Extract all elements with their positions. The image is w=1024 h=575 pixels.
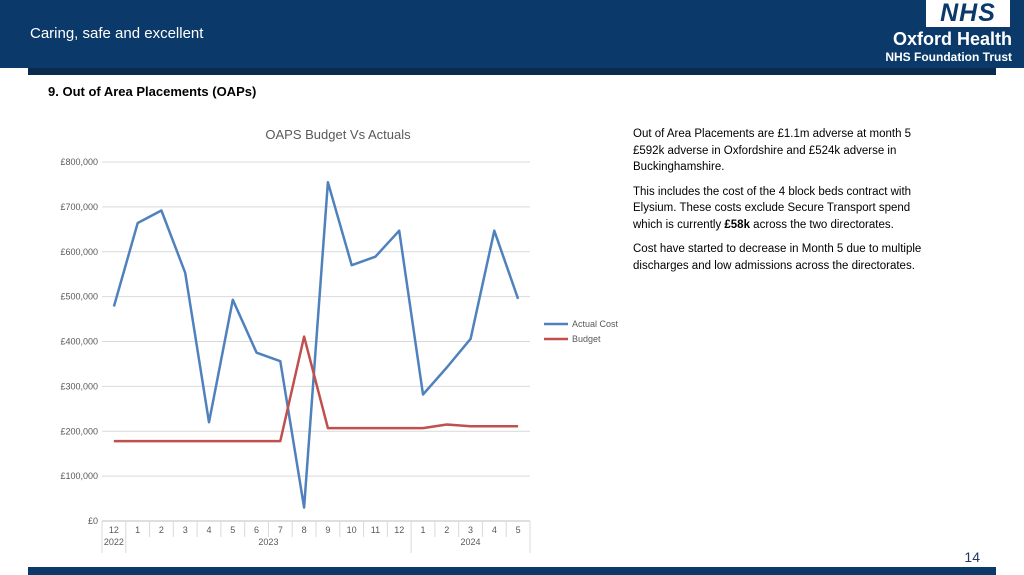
- x-tick-label: 3: [183, 525, 188, 535]
- chart-legend: Actual Cost Budget: [544, 319, 619, 344]
- y-tick-label: £600,000: [60, 247, 98, 257]
- org-name: Oxford Health: [892, 29, 1012, 49]
- commentary: Out of Area Placements are £1.1m adverse…: [633, 126, 938, 282]
- nhs-logo: NHS: [926, 0, 1010, 27]
- y-tick-label: £700,000: [60, 202, 98, 212]
- header-bar: [0, 0, 1024, 68]
- y-tick-label: £500,000: [60, 292, 98, 302]
- commentary-p1: Out of Area Placements are £1.1m adverse…: [633, 128, 912, 173]
- legend-label: Budget: [572, 334, 601, 344]
- y-tick-label: £0: [88, 516, 98, 526]
- x-tick-label: 10: [347, 525, 357, 535]
- oaps-line-chart: OAPS Budget Vs Actuals £0 £100,000 £200,00…: [60, 127, 619, 553]
- commentary-p2-b: across the two directorates.: [749, 218, 894, 231]
- x-tick-label: 5: [516, 525, 521, 535]
- x-tick-label: 3: [468, 525, 473, 535]
- x-tick-label: 4: [492, 525, 497, 535]
- x-tick-label: 9: [325, 525, 330, 535]
- x-tick-label: 6: [254, 525, 259, 535]
- transport-spend: £58k: [724, 218, 750, 231]
- y-tick-label: £200,000: [60, 426, 98, 436]
- y-tick-label: £300,000: [60, 381, 98, 391]
- legend-label: Actual Cost: [572, 319, 619, 329]
- x-tick-label: 1: [135, 525, 140, 535]
- chart-series: [112, 180, 520, 509]
- y-tick-label: £400,000: [60, 337, 98, 347]
- commentary-p2: This includes the cost of the 4 block be…: [633, 184, 938, 234]
- series-line-actual-cost: [112, 180, 520, 509]
- header-underline: [28, 68, 996, 75]
- x-year-label: 2023: [258, 537, 278, 547]
- org-subtitle: NHS Foundation Trust: [885, 50, 1012, 64]
- x-tick-label: 2: [444, 525, 449, 535]
- commentary-p3: Cost have started to decrease in Month 5…: [633, 243, 922, 272]
- x-tick-label: 12: [109, 525, 119, 535]
- commentary-p2-a: This includes the cost of the 4 block be…: [633, 185, 912, 231]
- footer-bar: [28, 567, 996, 575]
- x-tick-label: 1: [420, 525, 425, 535]
- series-line-budget: [113, 335, 519, 443]
- chart-title: OAPS Budget Vs Actuals: [265, 127, 411, 142]
- x-tick-label: 5: [230, 525, 235, 535]
- x-tick-label: 4: [206, 525, 211, 535]
- page-number: 14: [964, 549, 980, 565]
- x-year-label: 2024: [461, 537, 481, 547]
- x-year-label: 2022: [104, 537, 124, 547]
- y-tick-label: £800,000: [60, 157, 98, 167]
- y-axis-ticks: £0 £100,000 £200,000 £300,000 £400,000 £500,0…: [60, 157, 98, 526]
- x-tick-label: 12: [394, 525, 404, 535]
- x-tick-label: 7: [278, 525, 283, 535]
- page-title: 9. Out of Area Placements (OAPs): [48, 84, 257, 99]
- x-tick-label: 11: [371, 525, 380, 535]
- x-tick-label: 8: [302, 525, 307, 535]
- tagline: Caring, safe and excellent: [30, 25, 204, 42]
- x-tick-label: 2: [159, 525, 164, 535]
- y-tick-label: £100,000: [60, 471, 98, 481]
